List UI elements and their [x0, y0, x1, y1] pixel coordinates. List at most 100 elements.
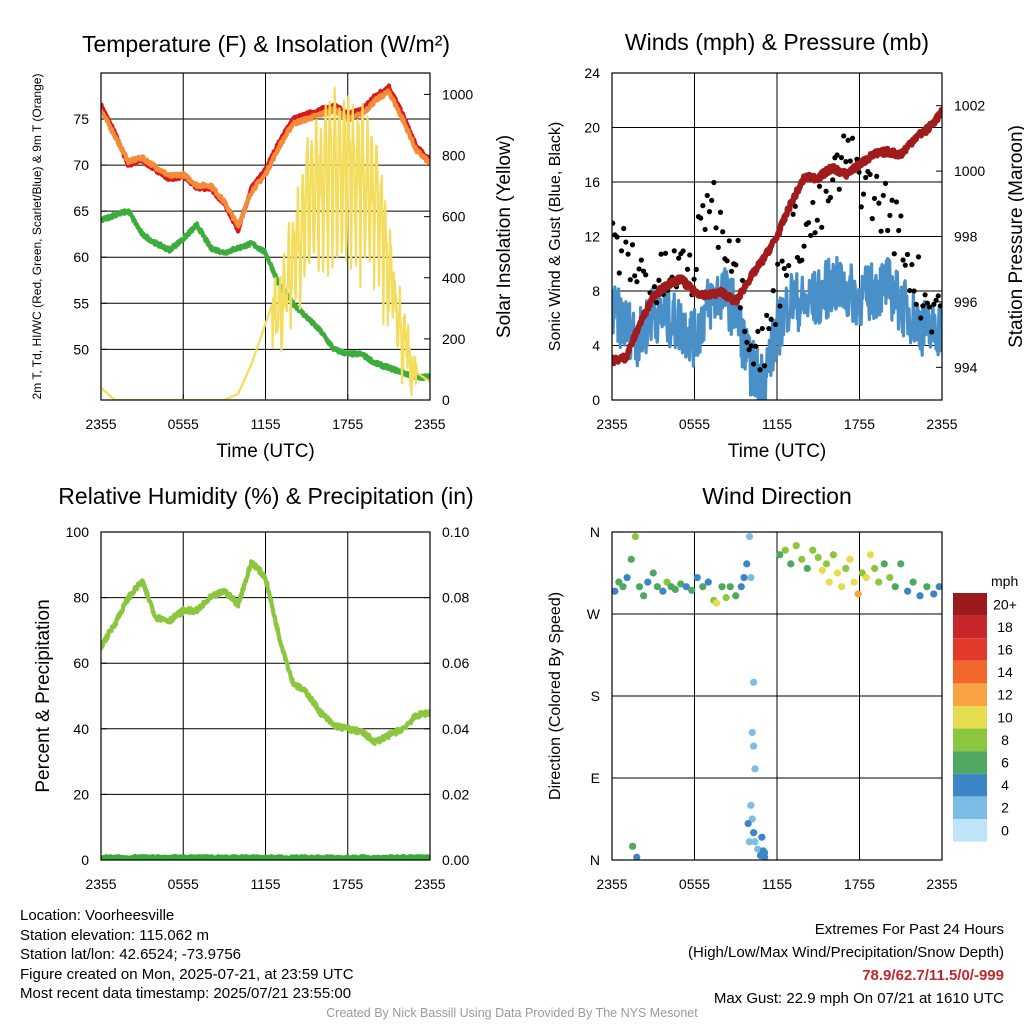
- y-tick-label: 50: [73, 341, 89, 357]
- direction-point: [743, 560, 751, 568]
- gust-point: [847, 158, 853, 164]
- gust-point: [882, 180, 889, 187]
- series-line-relative-humidity: [101, 559, 430, 747]
- legend-swatch: [953, 773, 987, 797]
- gust-point: [638, 257, 644, 263]
- y-tick-label: 0: [592, 392, 600, 408]
- direction-point: [615, 578, 623, 586]
- direction-point: [612, 587, 619, 595]
- gust-point: [684, 266, 691, 272]
- gust-point: [676, 255, 682, 261]
- direction-point: [722, 594, 730, 602]
- gust-point: [634, 279, 640, 285]
- gust-point: [726, 238, 732, 244]
- legend-label: 12: [997, 687, 1013, 703]
- direction-point: [842, 564, 850, 573]
- gust-point: [680, 248, 686, 254]
- gust-point: [937, 303, 942, 309]
- direction-point: [803, 564, 811, 573]
- series-line-9m-t: [101, 88, 430, 229]
- direction-point: [659, 587, 667, 595]
- gust-point: [805, 220, 812, 226]
- y-tick-label: N: [590, 852, 600, 868]
- direction-point: [761, 853, 769, 860]
- gust-point: [753, 343, 759, 349]
- direction-point: [909, 578, 917, 586]
- series-line-solar-insolation: [101, 86, 430, 400]
- y2-axis-label: Station Pressure (Maroon): [1006, 125, 1024, 348]
- temperature-panel: Temperature (F) & Insolation (W/m²) 2355 0…: [30, 31, 515, 462]
- gust-point: [819, 224, 825, 230]
- direction-point: [619, 583, 627, 591]
- gust-point: [924, 300, 930, 306]
- legend-swatch: [953, 615, 987, 639]
- gust-point: [735, 237, 741, 244]
- x-tick-label: 2355: [596, 876, 627, 892]
- gust-point: [871, 195, 878, 202]
- gust-point: [662, 250, 669, 256]
- gust-point: [687, 252, 693, 258]
- gust-point: [618, 248, 625, 254]
- gust-point: [748, 343, 754, 349]
- gust-point: [922, 292, 928, 298]
- direction-point: [704, 578, 712, 586]
- y2-tick-label: 1000: [442, 86, 473, 102]
- direction-point: [653, 583, 661, 591]
- x-tick-label: 1755: [332, 416, 363, 432]
- direction-point: [822, 560, 831, 568]
- gust-point: [711, 179, 717, 186]
- direction-point: [747, 573, 755, 582]
- extremes-title: Extremes For Past 24 Hours: [814, 921, 1004, 938]
- gust-point: [838, 155, 845, 161]
- gust-point: [880, 192, 886, 199]
- gust-point: [869, 216, 875, 222]
- max-gust: Max Gust: 22.9 mph On 07/21 at 1610 UTC: [713, 990, 1004, 1007]
- gust-point: [786, 263, 792, 269]
- direction-point: [850, 578, 858, 586]
- humidity-panel: Relative Humidity (%) & Precipitation (i…: [33, 483, 474, 892]
- y-tick-label: 12: [584, 229, 600, 245]
- y2-tick-label: 400: [442, 270, 466, 286]
- legend-label: 10: [997, 709, 1013, 725]
- y2-tick-label: 0: [442, 392, 450, 408]
- x-tick-label: 1155: [762, 876, 792, 892]
- y-tick-label: 65: [73, 203, 89, 219]
- direction-point: [750, 678, 758, 686]
- direction-point: [747, 801, 755, 809]
- y-tick-label: 20: [584, 120, 600, 136]
- gust-point: [860, 191, 867, 197]
- direction-point: [751, 765, 759, 773]
- gust-point: [858, 204, 864, 210]
- gust-point: [621, 225, 627, 232]
- gust-point: [720, 229, 726, 235]
- gust-point: [654, 300, 660, 306]
- gust-point: [823, 188, 829, 194]
- gust-point: [931, 301, 937, 307]
- direction-point: [886, 573, 894, 582]
- y2-tick-label: 1002: [954, 98, 985, 114]
- gust-point: [827, 194, 834, 201]
- station-info: Location: Voorheesville Station elevatio…: [20, 906, 354, 1004]
- station-elevation: Station elevation: 115.062 m: [20, 926, 210, 944]
- gust-point: [779, 258, 785, 264]
- gust-point: [929, 329, 935, 335]
- y2-tick-label: 994: [954, 359, 978, 375]
- legend-swatch: [953, 819, 987, 842]
- gust-point: [728, 268, 735, 274]
- direction-point: [629, 842, 637, 850]
- gust-point: [845, 137, 851, 143]
- y-tick-label: 60: [73, 655, 89, 671]
- direction-point: [891, 583, 899, 591]
- y-tick-label: 16: [584, 174, 600, 190]
- direction-point: [644, 578, 652, 586]
- gust-point: [700, 203, 706, 209]
- gust-point: [878, 228, 884, 234]
- station-latlon: Station lat/lon: 42.6524; -73.9756: [20, 946, 242, 963]
- gust-point: [614, 234, 620, 240]
- direction-point: [854, 590, 862, 598]
- direction-point: [930, 590, 938, 598]
- y2-tick-label: 998: [954, 229, 978, 245]
- y2-tick-label: 600: [442, 209, 466, 225]
- gust-point: [724, 258, 730, 264]
